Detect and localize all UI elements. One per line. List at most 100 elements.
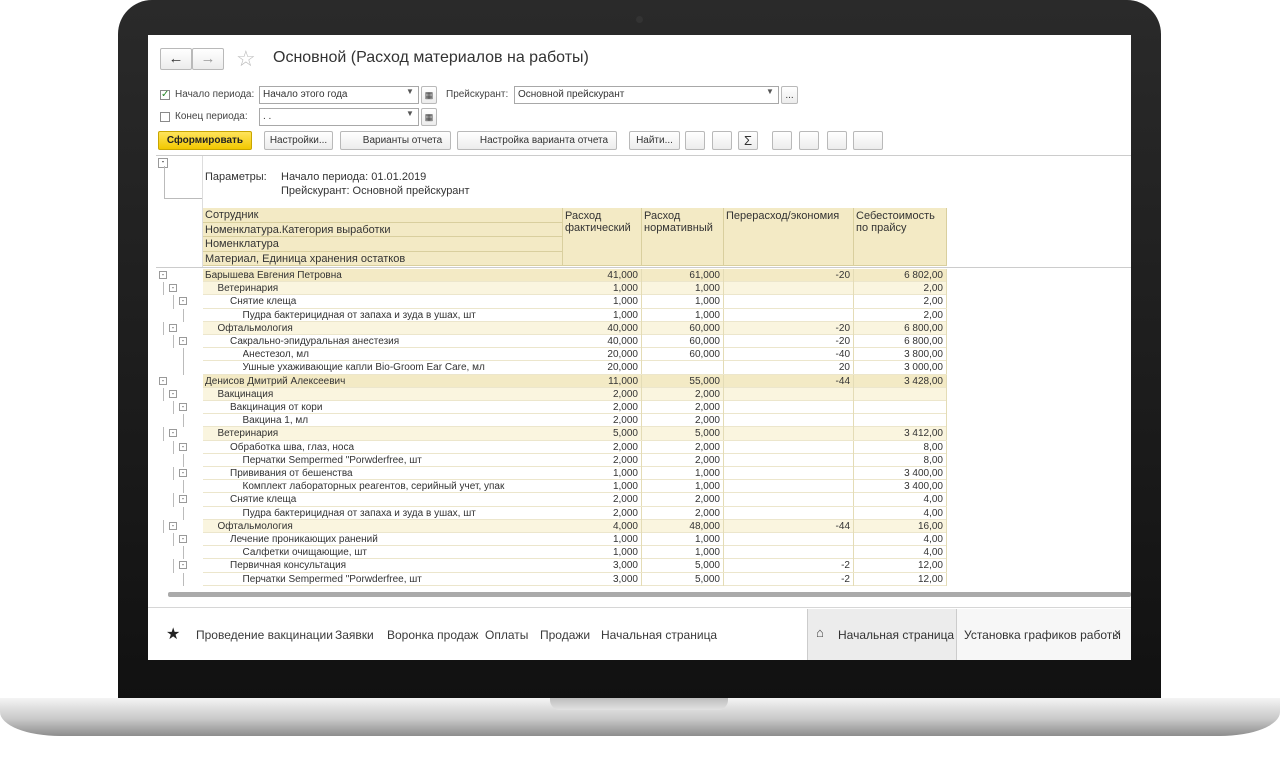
find-button[interactable]: Найти... <box>629 131 680 150</box>
field-label: Прейскурант: <box>446 89 509 100</box>
dropdown-arrow[interactable]: ▼ <box>406 109 414 118</box>
params-line: Прейскурант: Основной прейскурант <box>281 185 470 197</box>
nav-link[interactable]: Оплаты <box>485 628 529 642</box>
cell-cost: 3 800,00 <box>854 348 947 362</box>
cell-fact: 1,000 <box>563 467 642 480</box>
row-name: Комплект лабораторных реагентов, серийны… <box>242 481 505 493</box>
sum-button[interactable]: Σ <box>738 131 758 150</box>
save-button[interactable] <box>827 131 847 150</box>
cell-fact: 4,000 <box>563 519 642 533</box>
nav-link[interactable]: Проведение вакцинации <box>196 628 333 642</box>
cell-diff: 20 <box>724 361 854 375</box>
tab-label[interactable]: Начальная страница <box>838 628 955 642</box>
tree-toggle[interactable]: - <box>158 158 168 168</box>
row-background <box>203 401 947 415</box>
tree-toggle[interactable]: - <box>159 376 167 385</box>
close-tab[interactable]: × <box>1114 626 1122 640</box>
calendar-button[interactable]: ▦ <box>421 86 437 104</box>
row-name: Лечение проникающих ранений <box>230 534 378 545</box>
cell-diff <box>724 493 854 507</box>
print-button[interactable] <box>772 131 792 150</box>
row-background <box>203 387 947 401</box>
mail-button[interactable] <box>853 131 883 150</box>
row-name: Салфетки очищающие, шт <box>242 547 367 559</box>
checkbox[interactable] <box>160 112 170 122</box>
favorites-star[interactable]: ★ <box>166 626 181 643</box>
nav-link[interactable]: Заявки <box>335 628 374 642</box>
cell-fact: 40,000 <box>563 335 642 348</box>
cell-diff: -2 <box>724 559 854 573</box>
tab[interactable] <box>807 609 957 660</box>
cell-norm: 2,000 <box>642 440 724 454</box>
variants-button[interactable]: Варианты отчета <box>340 131 451 150</box>
tree-line <box>183 572 184 586</box>
field-label: Конец периода: <box>175 111 248 122</box>
cell-norm: 1,000 <box>642 295 724 309</box>
favorite-star[interactable]: ☆ <box>236 46 256 71</box>
cell-diff: -20 <box>724 269 854 282</box>
cell-diff <box>724 440 854 454</box>
tree-toggle[interactable]: - <box>169 389 177 398</box>
row-background <box>203 493 947 507</box>
cell-cost: 6 802,00 <box>854 269 947 282</box>
select-button[interactable]: ... <box>781 86 798 104</box>
cell-cost: 4,00 <box>854 533 947 546</box>
calendar-button[interactable]: ▦ <box>421 108 437 126</box>
tree-line <box>163 427 164 441</box>
forward-button[interactable]: → <box>192 48 224 70</box>
cell-diff <box>724 387 854 401</box>
preview-button[interactable] <box>799 131 819 150</box>
tree-toggle[interactable]: - <box>169 429 177 438</box>
row-name: Денисов Дмитрий Алексеевич <box>205 375 346 387</box>
cell-norm <box>642 361 724 375</box>
input-field[interactable]: . . <box>259 108 419 126</box>
row-name: Перчатки Sempermed "Porwderfree, шт <box>242 573 422 585</box>
settings-button[interactable]: Настройки... <box>264 131 333 150</box>
cell-diff <box>724 295 854 309</box>
tree-line <box>173 467 174 481</box>
tree-toggle[interactable]: - <box>169 323 177 332</box>
cell-norm: 5,000 <box>642 427 724 441</box>
nav-link[interactable]: Продажи <box>540 628 591 642</box>
tree-toggle[interactable]: - <box>179 337 187 345</box>
row-name: Вакцинация <box>217 388 274 400</box>
tree-toggle[interactable]: - <box>179 403 187 411</box>
tree-toggle[interactable]: - <box>179 495 187 504</box>
scrollbar[interactable] <box>168 592 1131 597</box>
cell-fact: 1,000 <box>563 308 642 322</box>
tree-line <box>183 361 184 375</box>
tree-line <box>164 166 203 199</box>
dropdown-arrow[interactable]: ▼ <box>406 87 414 96</box>
tree-toggle[interactable]: - <box>179 442 187 451</box>
column-header: Себестоимость по прайсу <box>854 208 947 266</box>
variant-settings-button[interactable]: Настройка варианта отчета <box>457 131 617 150</box>
tree-toggle[interactable]: - <box>179 469 187 477</box>
tree-toggle[interactable]: - <box>179 535 187 543</box>
generate-button[interactable]: Сформировать <box>158 131 252 150</box>
tree-toggle[interactable]: - <box>169 521 177 530</box>
tree-toggle[interactable]: - <box>169 284 177 293</box>
cell-diff: -40 <box>724 348 854 362</box>
tree-line <box>163 519 164 533</box>
checkbox[interactable]: ✓ <box>160 89 170 100</box>
input-field[interactable]: Начало этого года <box>259 86 419 104</box>
icon-button[interactable] <box>712 131 732 150</box>
tree-line <box>173 493 174 507</box>
dropdown-arrow[interactable]: ▼ <box>766 87 774 96</box>
tab-label[interactable]: Установка графиков работы <box>964 628 1121 642</box>
row-background <box>203 282 947 296</box>
divider <box>156 267 1131 268</box>
tree-line <box>163 321 164 335</box>
nav-link[interactable]: Начальная страница <box>601 628 718 642</box>
input-field[interactable]: Основной прейскурант <box>514 86 779 104</box>
tab[interactable] <box>956 609 1131 660</box>
back-button[interactable]: ← <box>160 48 192 70</box>
row-name: Сакрально-эпидуральная анестезия <box>230 336 400 347</box>
tree-toggle[interactable]: - <box>159 271 167 279</box>
tree-toggle[interactable]: - <box>179 561 187 570</box>
nav-link[interactable]: Воронка продаж <box>387 628 479 642</box>
tree-line <box>173 533 174 547</box>
tree-toggle[interactable]: - <box>179 297 187 306</box>
icon-button[interactable] <box>685 131 705 150</box>
laptop-notch <box>550 698 728 710</box>
